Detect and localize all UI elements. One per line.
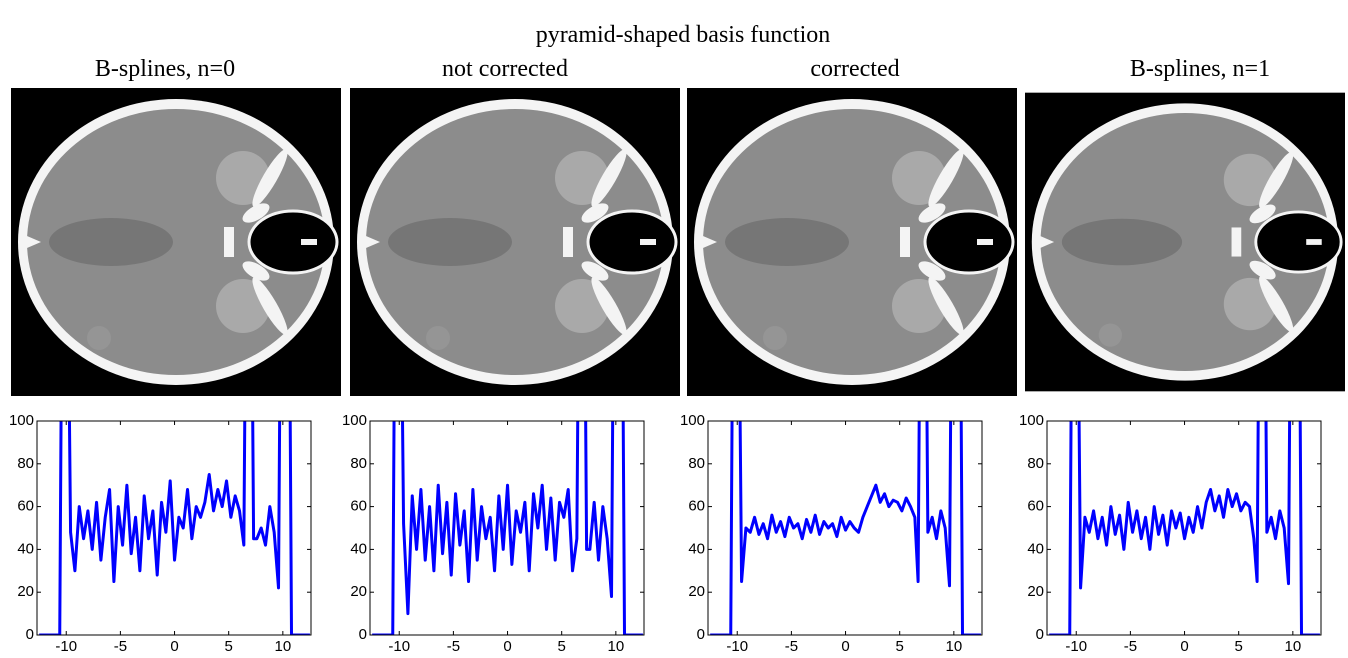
y-tick-label: 80 [688, 455, 705, 472]
y-tick-label: 80 [1027, 455, 1044, 472]
line-chart: 0 20 40 60 80 100 -10 -5 0 5 10 [342, 412, 645, 655]
x-tick-label: 0 [1180, 638, 1188, 655]
y-tick-label: 0 [26, 626, 34, 643]
y-tick-label: 40 [17, 540, 34, 557]
y-tick-label: 20 [1027, 583, 1044, 600]
data-line [372, 421, 643, 635]
y-tick-label: 80 [350, 455, 367, 472]
x-tick-label: 5 [896, 638, 904, 655]
y-tick-label: 100 [1019, 412, 1044, 429]
reconstruction-image [9, 88, 343, 396]
x-tick-label: 10 [1284, 638, 1301, 655]
y-tick-label: 60 [350, 498, 367, 515]
axes-box [369, 420, 645, 636]
y-tick-label: 20 [350, 583, 367, 600]
y-tick-label: 20 [688, 583, 705, 600]
data-line [710, 421, 981, 635]
x-tick-label: 10 [274, 638, 291, 655]
panel-title: B-splines, n=0 [95, 56, 235, 82]
y-tick-label: 40 [688, 540, 705, 557]
panel-title: corrected [810, 56, 899, 82]
x-tick-label: -5 [447, 638, 460, 655]
y-tick-label: 100 [342, 412, 367, 429]
y-tick-label: 20 [17, 583, 34, 600]
y-tick-label: 0 [359, 626, 367, 643]
x-tick-label: 0 [170, 638, 178, 655]
x-tick-label: 10 [607, 638, 624, 655]
x-tick-label: 10 [945, 638, 962, 655]
panel-title: not corrected [442, 56, 568, 82]
y-tick-label: 40 [350, 540, 367, 557]
reconstruction-image [350, 88, 680, 396]
x-tick-label: 5 [225, 638, 233, 655]
y-tick-label: 100 [9, 412, 34, 429]
line-chart: 0 20 40 60 80 100 -10 -5 0 5 10 [680, 412, 983, 655]
y-tick-label: 80 [17, 455, 34, 472]
y-tick-label: 40 [1027, 540, 1044, 557]
y-tick-label: 0 [1036, 626, 1044, 643]
x-tick-label: 5 [1235, 638, 1243, 655]
x-tick-label: 0 [503, 638, 511, 655]
x-tick-label: 5 [558, 638, 566, 655]
y-tick-label: 100 [680, 412, 705, 429]
axes-box [707, 420, 983, 636]
x-tick-label: -10 [55, 638, 77, 655]
x-tick-label: -10 [1065, 638, 1087, 655]
x-tick-label: -5 [114, 638, 127, 655]
y-tick-label: 60 [688, 498, 705, 515]
x-tick-label: 0 [841, 638, 849, 655]
reconstruction-image [1025, 91, 1345, 393]
x-tick-label: -10 [726, 638, 748, 655]
x-tick-label: -5 [785, 638, 798, 655]
y-tick-label: 0 [697, 626, 705, 643]
y-tick-label: 60 [17, 498, 34, 515]
y-tick-label: 60 [1027, 498, 1044, 515]
data-line [1049, 421, 1320, 635]
panel-title: B-splines, n=1 [1130, 56, 1270, 82]
axes-box [36, 420, 312, 636]
line-chart: 0 20 40 60 80 100 -10 -5 0 5 10 [1019, 412, 1322, 655]
x-tick-label: -10 [388, 638, 410, 655]
reconstruction-image [686, 88, 1018, 396]
x-tick-label: -5 [1124, 638, 1137, 655]
data-line [39, 421, 310, 635]
axes-box [1046, 420, 1322, 636]
line-chart: 0 20 40 60 80 100 -10 -5 0 5 10 [9, 412, 312, 655]
figure-title: pyramid-shaped basis function [536, 22, 831, 48]
